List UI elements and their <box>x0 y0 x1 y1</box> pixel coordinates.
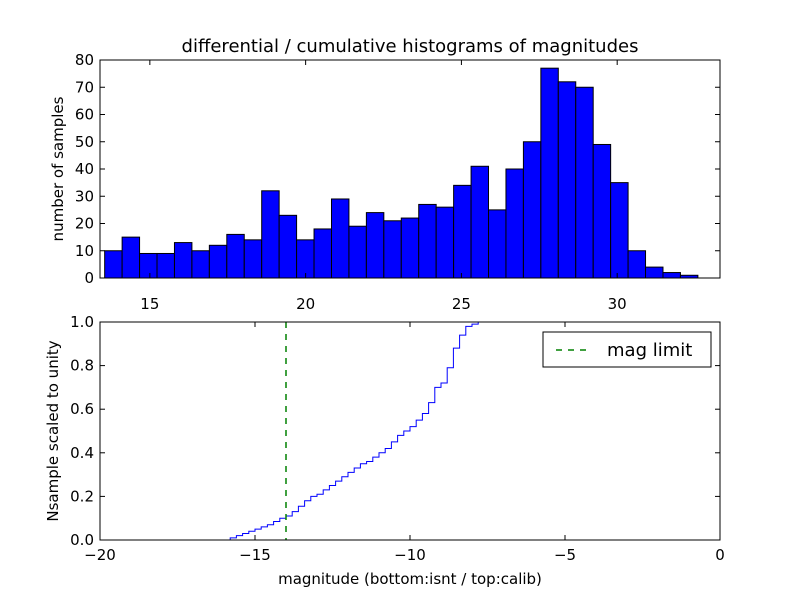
y-tick-label: 70 <box>75 78 94 96</box>
bar <box>488 209 507 279</box>
top-subplot: 0 10 20 30 40 50 60 70 80 15 20 25 30 number of samp… <box>49 51 721 313</box>
y-tick-label: 60 <box>75 106 94 124</box>
bar <box>173 242 193 279</box>
chart-title: differential / cumulative histograms of … <box>182 36 639 57</box>
y-tick-label: 0.6 <box>70 400 94 418</box>
cumulative-step-line <box>100 321 721 541</box>
y-tick-label: 80 <box>75 51 94 69</box>
bar <box>296 239 315 279</box>
bottom-axes-frame <box>99 321 721 541</box>
x-tick-label: 20 <box>296 295 315 313</box>
bar <box>453 184 472 279</box>
x-tick-label: 0 <box>715 546 725 564</box>
bar <box>121 236 141 279</box>
bar <box>575 86 594 279</box>
bar <box>191 250 210 279</box>
bar <box>261 190 280 279</box>
bar <box>662 272 681 279</box>
y-tick-label: 1.0 <box>70 313 94 331</box>
bar <box>645 266 664 279</box>
x-tick-label: −20 <box>84 546 116 564</box>
legend-label-mag-limit: mag limit <box>607 340 692 361</box>
bottom-y-axis-label: Nsample scaled to unity <box>44 340 62 521</box>
y-tick-label: 0.8 <box>70 357 94 375</box>
y-tick-label: 30 <box>75 187 94 205</box>
bottom-subplot: 0.0 0.2 0.4 0.6 0.8 1.0 −20 −15 −10 −5 0 magnitude… <box>44 313 725 588</box>
x-tick-label: −15 <box>239 546 271 564</box>
y-tick-label: 40 <box>75 160 94 178</box>
x-tick-label: 30 <box>608 295 627 313</box>
top-ticks: 0 10 20 30 40 50 60 70 80 15 20 25 30 <box>75 51 720 313</box>
x-tick-label: 15 <box>140 295 159 313</box>
legend: mag limit <box>542 331 712 368</box>
bar <box>278 214 298 279</box>
top-y-axis-label: number of samples <box>49 96 67 241</box>
bar <box>104 250 123 279</box>
bottom-lines <box>100 321 721 541</box>
y-tick-label: 0.2 <box>70 487 94 505</box>
legend-box <box>542 331 712 368</box>
y-tick-label: 0.4 <box>70 444 94 462</box>
bar <box>243 239 263 279</box>
y-tick-label: 50 <box>75 133 94 151</box>
bar <box>435 206 455 279</box>
bar <box>383 220 402 279</box>
bar <box>226 233 245 279</box>
bar <box>208 244 228 279</box>
bar <box>470 165 490 279</box>
y-tick-label: 0.0 <box>70 531 94 549</box>
bar <box>365 212 385 279</box>
bar <box>330 198 350 279</box>
bar <box>522 141 542 279</box>
y-tick-label: 0 <box>84 269 94 287</box>
bar <box>592 143 612 279</box>
bar <box>505 168 524 279</box>
bottom-ticks: 0.0 0.2 0.4 0.6 0.8 1.0 −20 −15 −10 −5 0 <box>70 313 725 564</box>
bottom-x-axis-label: magnitude (bottom:isnt / top:calib) <box>278 570 542 588</box>
bar <box>348 225 367 279</box>
bar <box>400 217 420 279</box>
bar <box>610 182 629 279</box>
x-tick-label: −10 <box>394 546 426 564</box>
bar <box>540 67 559 279</box>
y-tick-label: 10 <box>75 242 94 260</box>
top-axes-frame <box>99 59 721 279</box>
bar <box>313 228 332 279</box>
bar <box>627 250 647 279</box>
y-tick-label: 20 <box>75 215 94 233</box>
bar <box>139 252 158 279</box>
bar <box>418 203 437 279</box>
bar <box>557 81 577 279</box>
bar <box>156 252 175 279</box>
top-bars <box>104 67 699 279</box>
x-tick-label: 25 <box>452 295 471 313</box>
x-tick-label: −5 <box>554 546 576 564</box>
